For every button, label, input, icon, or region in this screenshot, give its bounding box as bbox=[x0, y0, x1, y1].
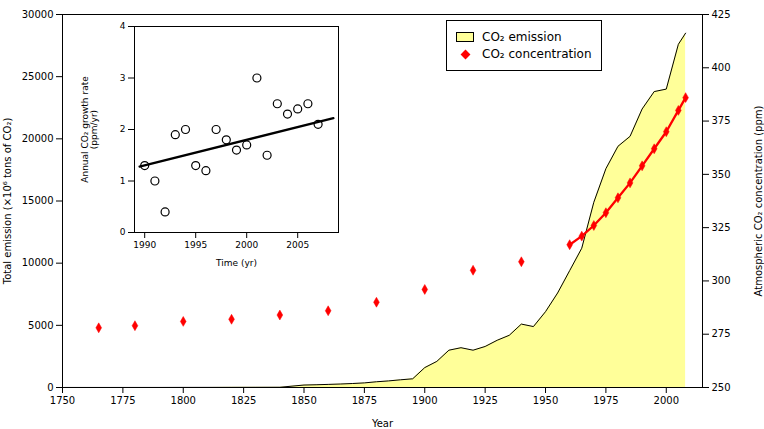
svg-text:275: 275 bbox=[712, 328, 731, 339]
svg-text:1825: 1825 bbox=[231, 395, 256, 406]
svg-text:1900: 1900 bbox=[412, 395, 437, 406]
svg-text:5000: 5000 bbox=[28, 320, 53, 331]
svg-text:Annual CO₂ growth rate(ppm/yr): Annual CO₂ growth rate(ppm/yr) bbox=[80, 76, 99, 183]
svg-text:2000: 2000 bbox=[235, 240, 258, 250]
svg-text:1875: 1875 bbox=[352, 395, 377, 406]
svg-text:15000: 15000 bbox=[22, 195, 54, 206]
svg-text:400: 400 bbox=[712, 62, 731, 73]
svg-text:350: 350 bbox=[712, 169, 731, 180]
svg-text:Time (yr): Time (yr) bbox=[215, 258, 257, 268]
svg-text:250: 250 bbox=[712, 382, 731, 393]
svg-text:425: 425 bbox=[712, 9, 731, 20]
svg-text:375: 375 bbox=[712, 115, 731, 126]
svg-text:1975: 1975 bbox=[593, 395, 618, 406]
svg-text:10000: 10000 bbox=[22, 257, 54, 268]
svg-text:325: 325 bbox=[712, 222, 731, 233]
svg-text:Year: Year bbox=[371, 418, 394, 429]
svg-text:300: 300 bbox=[712, 275, 731, 286]
svg-text:4: 4 bbox=[120, 21, 126, 31]
svg-text:2: 2 bbox=[120, 124, 126, 134]
svg-text:1925: 1925 bbox=[472, 395, 497, 406]
svg-text:1850: 1850 bbox=[291, 395, 316, 406]
svg-text:20000: 20000 bbox=[22, 133, 54, 144]
svg-text:25000: 25000 bbox=[22, 71, 54, 82]
svg-text:1750: 1750 bbox=[50, 395, 75, 406]
svg-text:1: 1 bbox=[120, 176, 126, 186]
svg-text:3: 3 bbox=[120, 73, 126, 83]
svg-text:Total emission (×10⁶ tons of C: Total emission (×10⁶ tons of CO₂) bbox=[2, 118, 13, 286]
html-text:CO₂ concentration: CO₂ concentration bbox=[482, 47, 592, 61]
svg-text:2000: 2000 bbox=[654, 395, 679, 406]
svg-text:Atmospheric CO₂ concentration: Atmospheric CO₂ concentration (ppm) bbox=[753, 106, 764, 297]
svg-text:1990: 1990 bbox=[133, 240, 156, 250]
html-text:CO₂ emission: CO₂ emission bbox=[482, 30, 562, 44]
svg-text:2005: 2005 bbox=[286, 240, 309, 250]
svg-text:1995: 1995 bbox=[184, 240, 207, 250]
svg-text:30000: 30000 bbox=[22, 9, 54, 20]
svg-text:1800: 1800 bbox=[171, 395, 196, 406]
svg-text:1775: 1775 bbox=[110, 395, 135, 406]
svg-text:0: 0 bbox=[47, 382, 53, 393]
svg-text:1950: 1950 bbox=[533, 395, 558, 406]
svg-text:0: 0 bbox=[120, 227, 126, 237]
